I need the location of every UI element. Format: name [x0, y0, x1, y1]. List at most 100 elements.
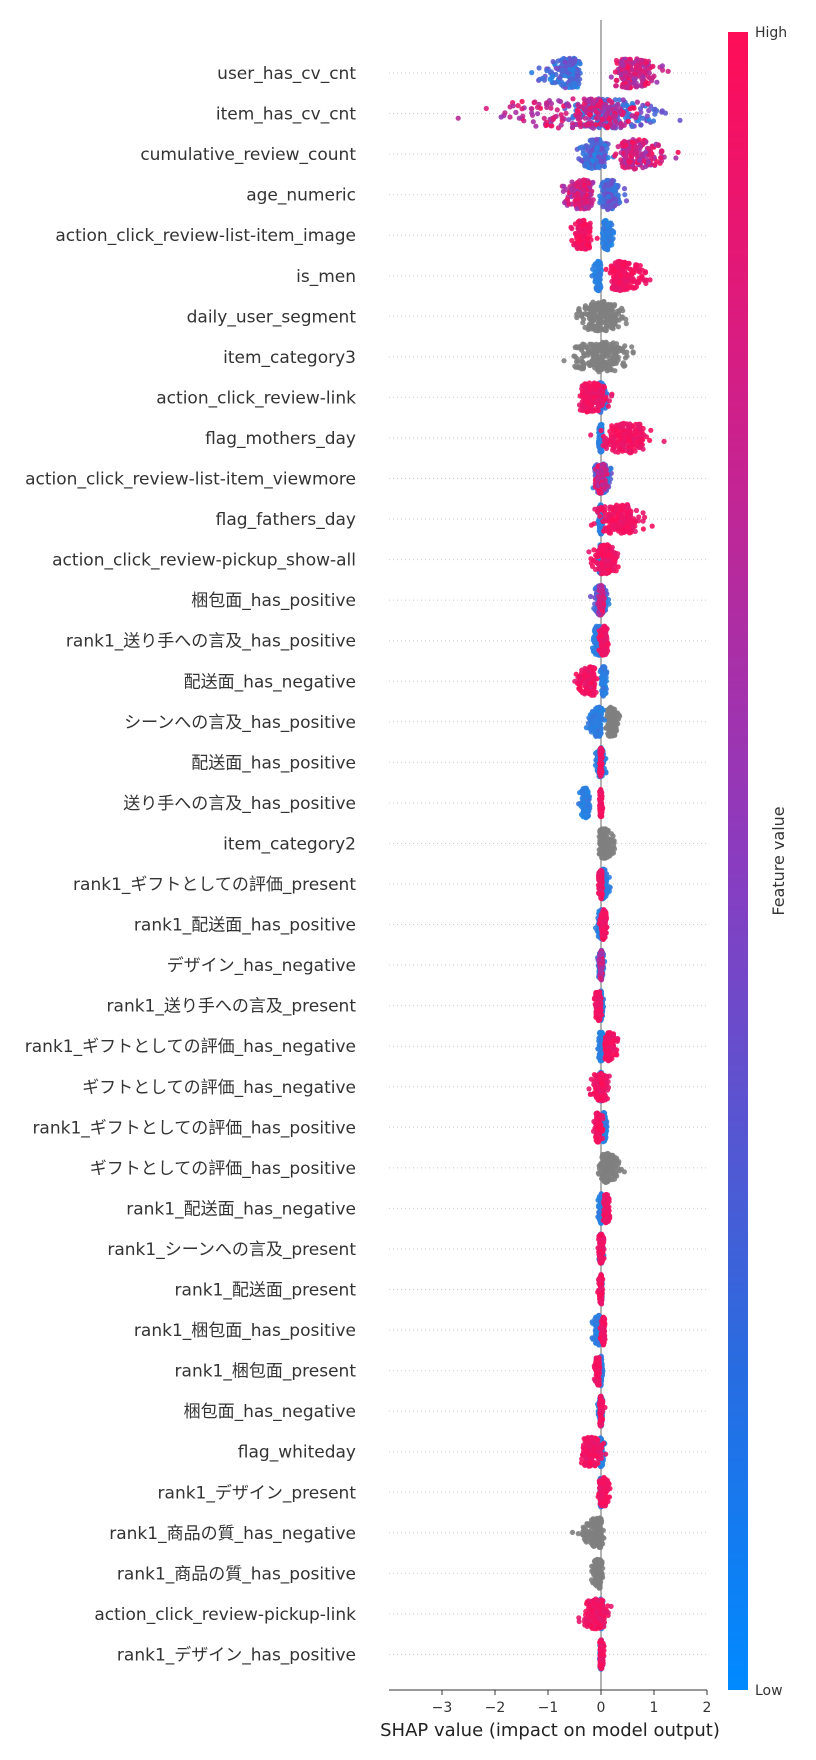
- shap-point: [582, 246, 588, 252]
- shap-point: [622, 269, 628, 275]
- shap-point: [620, 97, 626, 103]
- shap-point: [599, 121, 605, 127]
- shap-point: [599, 608, 606, 614]
- shap-point: [642, 277, 648, 284]
- shap-point: [598, 315, 604, 321]
- shap-point: [613, 77, 619, 83]
- shap-point: [599, 506, 605, 512]
- shap-point: [624, 84, 630, 90]
- shap-point: [598, 427, 604, 434]
- shap-point: [606, 193, 612, 199]
- shap-point: [548, 69, 554, 75]
- shap-point: [600, 204, 606, 210]
- shap-point: [619, 518, 625, 524]
- shap-point: [515, 103, 521, 109]
- shap-point: [627, 284, 633, 291]
- shap-point: [576, 402, 583, 408]
- shap-point: [621, 363, 627, 369]
- shap-point: [618, 71, 624, 78]
- shap-point: [601, 307, 607, 313]
- shap-point: [594, 279, 600, 285]
- shap-point: [661, 438, 667, 444]
- shap-point: [606, 365, 612, 371]
- shap-point: [586, 549, 592, 555]
- shap-point: [610, 326, 616, 332]
- shap-point: [581, 182, 587, 188]
- shap-point: [612, 97, 618, 103]
- shap-point: [588, 556, 594, 562]
- shap-point: [627, 72, 633, 78]
- shap-point: [535, 111, 541, 117]
- shap-point: [605, 641, 611, 648]
- shap-point: [631, 105, 637, 111]
- shap-point: [604, 547, 611, 553]
- shap-point: [637, 62, 643, 68]
- shap-point: [600, 388, 606, 395]
- shap-point: [585, 97, 591, 103]
- shap-point: [613, 429, 620, 435]
- shap-point: [631, 80, 637, 86]
- shap-point: [596, 584, 602, 590]
- shap-point: [582, 115, 588, 121]
- shap-point: [598, 158, 604, 164]
- shap-point: [519, 98, 525, 105]
- shap-point: [531, 100, 537, 106]
- shap-point: [553, 65, 559, 71]
- shap-point: [655, 142, 662, 149]
- shap-point: [483, 105, 489, 112]
- shap-point: [603, 266, 609, 272]
- shap-point: [534, 104, 541, 110]
- shap-point: [585, 305, 591, 311]
- shap-point: [561, 67, 567, 73]
- shap-point: [591, 547, 597, 553]
- shap-point: [585, 204, 592, 210]
- shap-point: [588, 684, 594, 690]
- shap-point: [611, 361, 617, 367]
- shap-point: [639, 58, 645, 64]
- shap-point: [569, 124, 576, 130]
- shap-point: [574, 181, 580, 187]
- shap-point: [596, 601, 603, 607]
- shap-point: [581, 233, 587, 239]
- shap-point: [591, 381, 597, 387]
- shap-point: [530, 119, 536, 125]
- shap-point: [604, 124, 611, 130]
- shap-point: [629, 270, 636, 277]
- shap-point: [623, 69, 629, 75]
- shap-point: [595, 727, 601, 733]
- shap-point: [561, 358, 567, 364]
- shap-point: [590, 635, 597, 641]
- shap-point: [618, 511, 624, 517]
- shap-point: [612, 186, 618, 192]
- shap-point: [621, 186, 628, 192]
- shap-point: [579, 144, 585, 150]
- shap-point: [580, 366, 586, 372]
- shap-point: [602, 344, 608, 351]
- shap-point: [572, 201, 578, 207]
- shap-point: [599, 550, 605, 556]
- shap-point: [549, 123, 555, 129]
- shap-point: [519, 106, 525, 112]
- shap-point: [647, 277, 653, 283]
- shap-point: [647, 437, 653, 443]
- shap-point: [516, 115, 522, 121]
- shap-point: [645, 159, 652, 165]
- shap-point: [617, 199, 623, 205]
- shap-point: [659, 108, 665, 114]
- shap-point: [619, 305, 625, 311]
- shap-point: [577, 393, 583, 399]
- shap-point: [632, 519, 638, 525]
- shap-point: [602, 395, 608, 402]
- shap-point: [600, 354, 606, 360]
- shap-point: [602, 326, 608, 332]
- shap-point: [612, 118, 618, 124]
- shap-point: [624, 527, 631, 533]
- shap-point: [602, 672, 608, 678]
- shap-point: [581, 228, 587, 235]
- shap-point: [608, 466, 614, 472]
- shap-point: [570, 96, 576, 102]
- shap-point: [586, 691, 592, 697]
- shap-point: [612, 153, 618, 159]
- shap-point: [596, 273, 603, 279]
